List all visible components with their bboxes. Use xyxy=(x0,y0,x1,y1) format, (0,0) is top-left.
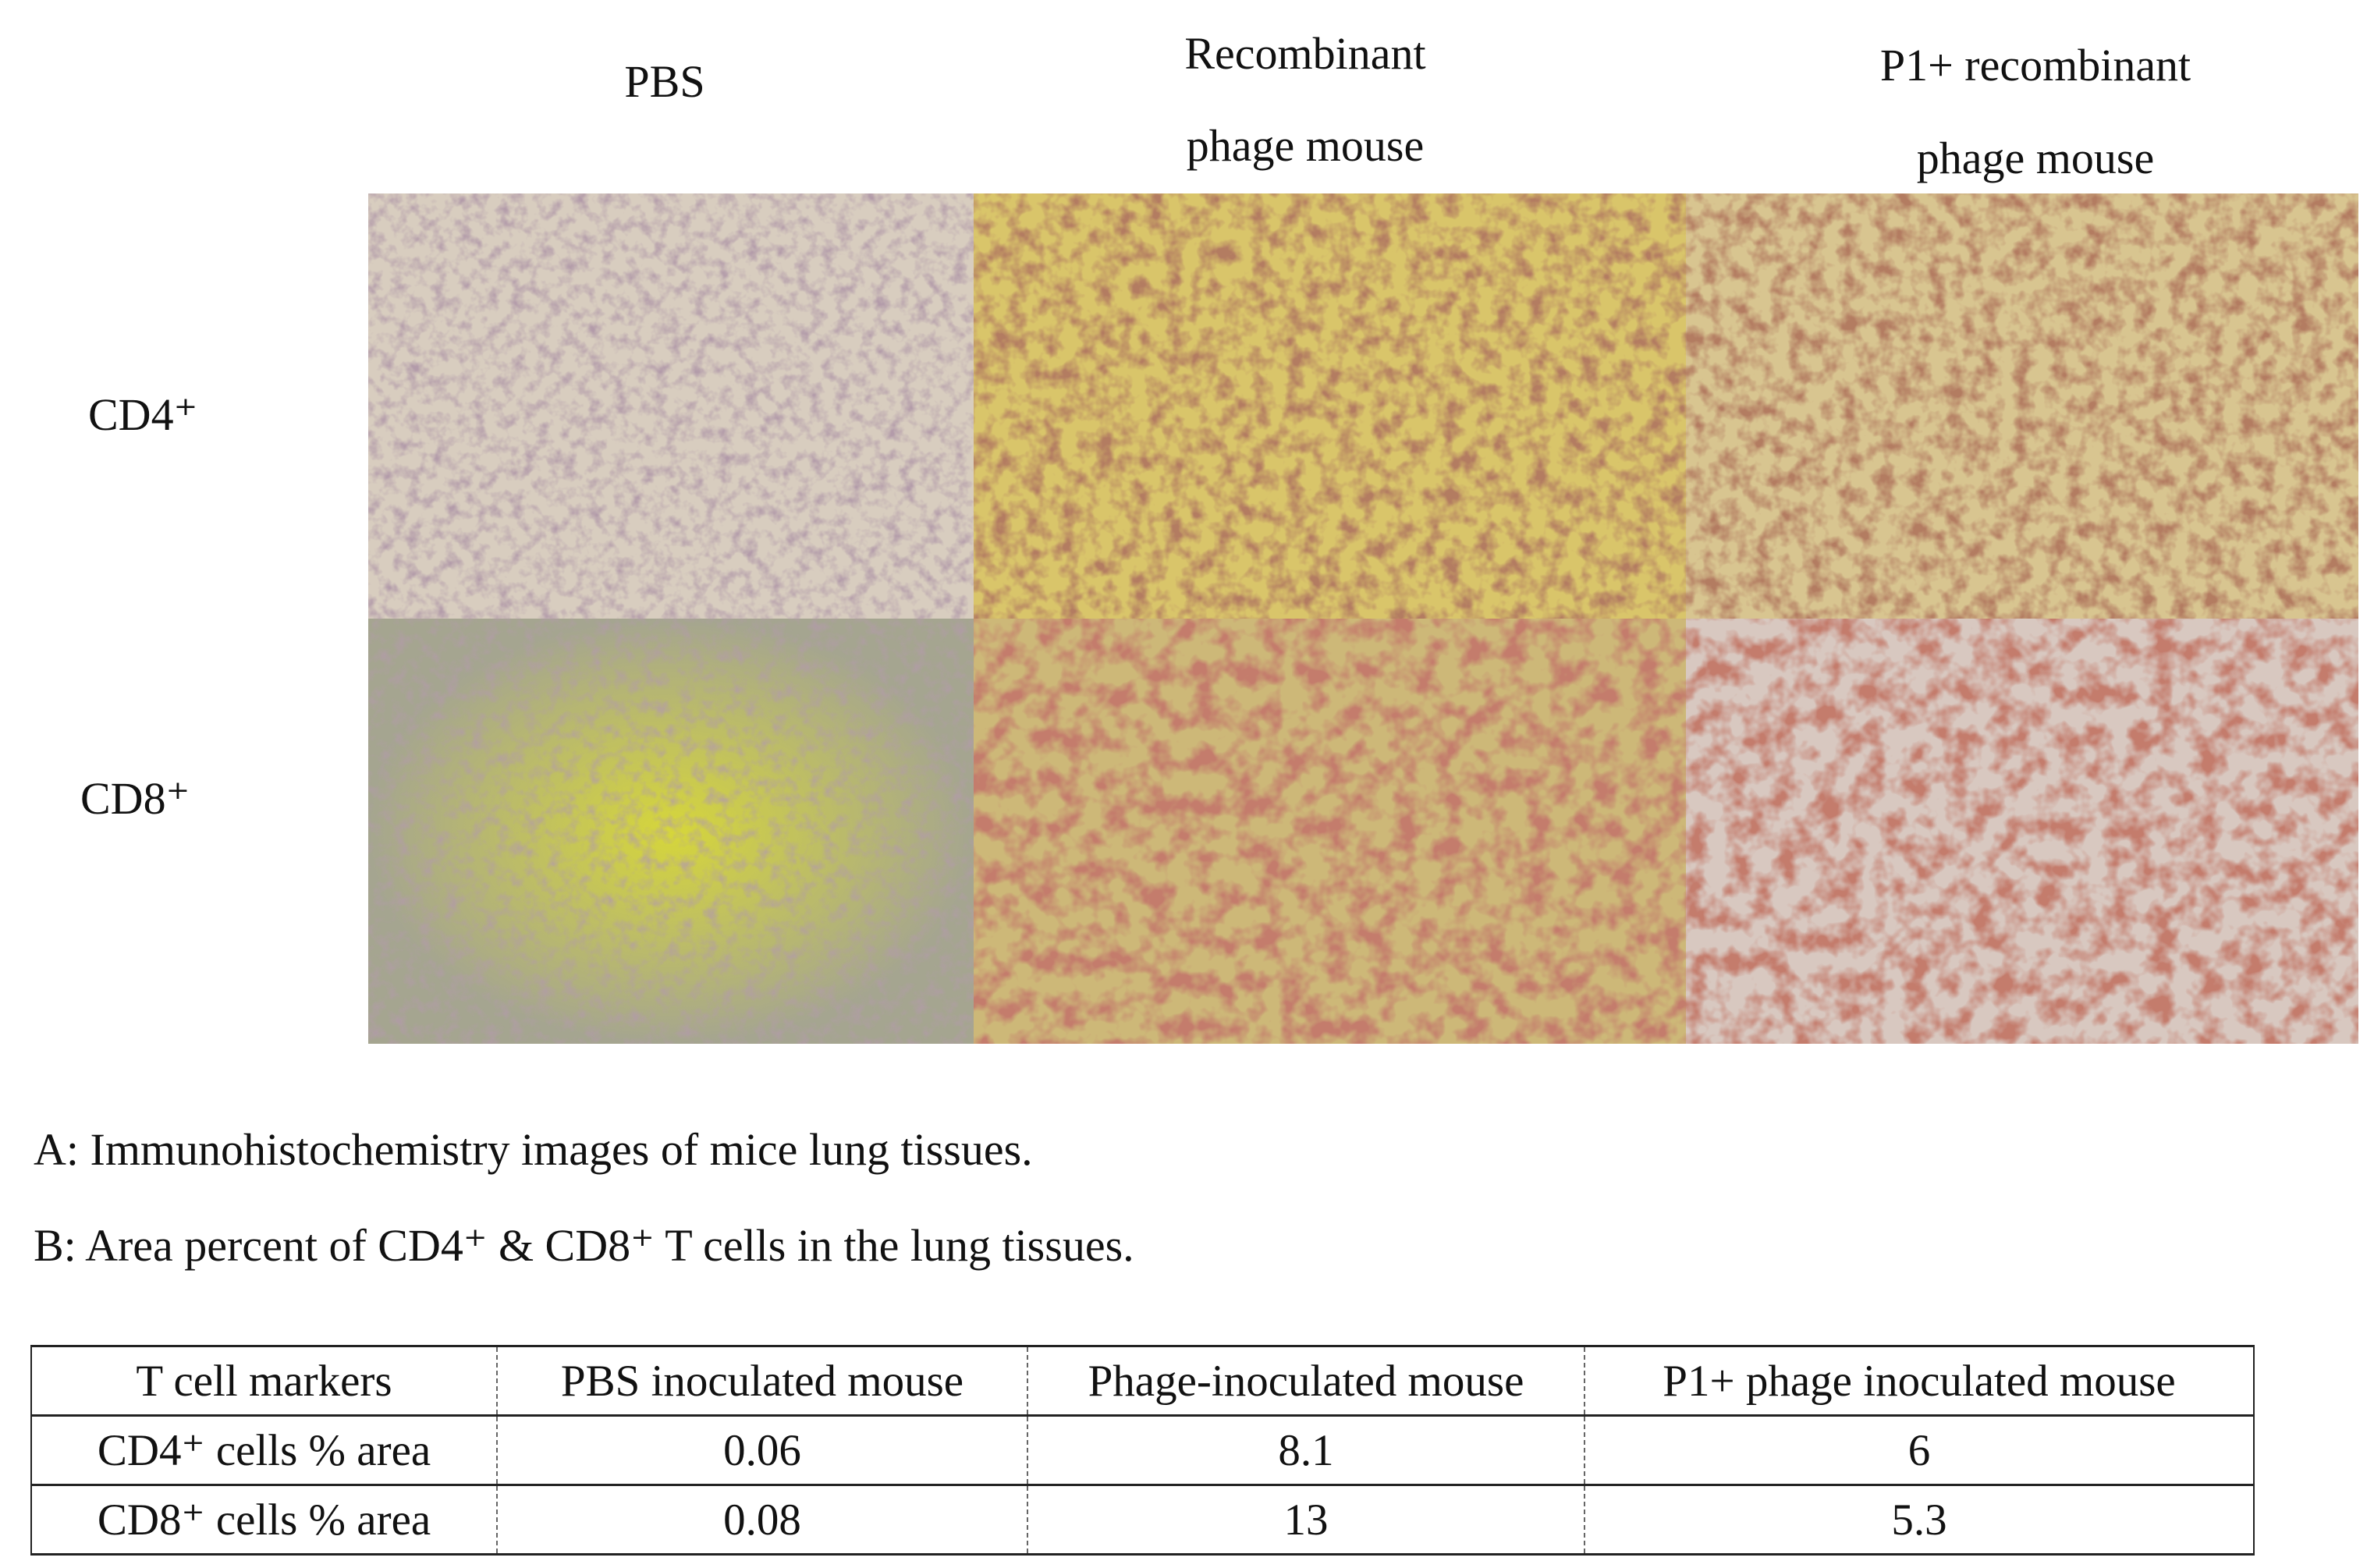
caption: A: Immunohistochemistry images of mice l… xyxy=(34,1124,1033,1175)
data-table: T cell markers PBS inoculated mouse Phag… xyxy=(30,1345,2255,1556)
micrograph-texture xyxy=(1686,619,2358,1044)
table-row: CD8⁺ cells % area 0.08 13 5.3 xyxy=(30,1484,2255,1556)
caption: B: Area percent of CD4⁺ & CD8⁺ T cells i… xyxy=(34,1220,1134,1271)
column-header: phage mouse xyxy=(1186,120,1425,171)
table-cell: CD8⁺ cells % area xyxy=(30,1484,498,1556)
row-label: CD8⁺ xyxy=(80,773,190,824)
table-header: PBS inoculated mouse xyxy=(496,1345,1028,1417)
table-header: T cell markers xyxy=(30,1345,498,1417)
row-label: CD4⁺ xyxy=(88,389,198,440)
table-cell: 13 xyxy=(1027,1484,1585,1556)
table-cell: CD4⁺ cells % area xyxy=(30,1414,498,1486)
column-header: PBS xyxy=(624,56,705,107)
micrograph-texture xyxy=(974,619,1686,1044)
micrograph-texture xyxy=(974,193,1686,619)
column-header: phage mouse xyxy=(1916,133,2155,183)
micrograph-texture xyxy=(1686,193,2358,619)
table-header: Phage-inoculated mouse xyxy=(1027,1345,1585,1417)
image-grid xyxy=(368,193,2358,1044)
column-header: Recombinant xyxy=(1184,28,1426,79)
micrograph-texture xyxy=(368,619,974,1044)
micrograph-texture xyxy=(368,193,974,619)
table-row: CD4⁺ cells % area 0.06 8.1 6 xyxy=(30,1414,2255,1486)
table-cell: 8.1 xyxy=(1027,1414,1585,1486)
column-header: P1+ recombinant xyxy=(1879,40,2191,90)
table-cell: 5.3 xyxy=(1584,1484,2255,1556)
table-cell: 6 xyxy=(1584,1414,2255,1486)
table-header-row: T cell markers PBS inoculated mouse Phag… xyxy=(30,1345,2255,1417)
table-header: P1+ phage inoculated mouse xyxy=(1584,1345,2255,1417)
table-cell: 0.06 xyxy=(496,1414,1028,1486)
table-cell: 0.08 xyxy=(496,1484,1028,1556)
